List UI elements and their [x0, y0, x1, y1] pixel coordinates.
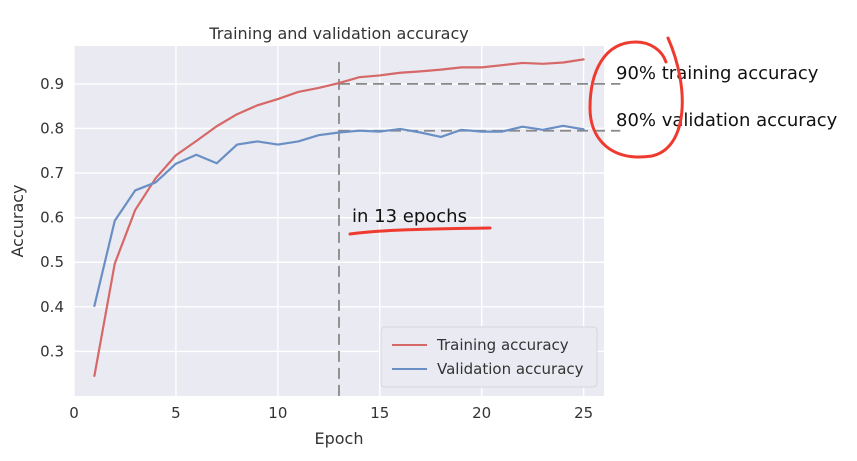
y-tick-label: 0.8: [40, 119, 64, 137]
validation-accuracy-line: [93, 124, 585, 308]
y-tick-label: 0.9: [40, 75, 64, 93]
y-tick-label: 0.5: [40, 253, 64, 271]
y-axis-label: Accuracy: [8, 184, 27, 257]
annotation-training-accuracy: 90% training accuracy: [616, 63, 819, 84]
y-tick-label: 0.4: [40, 298, 64, 316]
annotation-epochs: in 13 epochs: [352, 206, 467, 227]
x-tick-label: 25: [574, 404, 593, 422]
x-axis-label: Epoch: [315, 429, 364, 448]
legend-label-validation: Validation accuracy: [437, 360, 584, 378]
legend-box: [380, 326, 598, 388]
y-tick-label: 0.7: [40, 164, 64, 182]
annotation-circle: [588, 36, 684, 159]
x-tick-label: 0: [69, 404, 79, 422]
x-tick-label: 10: [268, 404, 287, 422]
y-tick-label: 0.6: [40, 209, 64, 227]
training-accuracy-line: [93, 58, 585, 378]
handwritten-annotations: 90% training accuracy 80% validation acc…: [348, 36, 838, 236]
chart-title: Training and validation accuracy: [208, 24, 468, 43]
annotation-validation-accuracy: 80% validation accuracy: [616, 110, 838, 131]
legend-label-training: Training accuracy: [436, 336, 569, 354]
y-tick-label: 0.3: [40, 342, 64, 360]
series-lines: [93, 58, 585, 378]
x-tick-label: 20: [472, 404, 491, 422]
x-tick-label: 15: [370, 404, 389, 422]
annotation-underline: [348, 226, 492, 236]
tick-labels: 0 5 10 15 20 25 0.3 0.4 0.5 0.6 0.7 0.8 0.9: [40, 75, 593, 422]
legend: Training accuracy Validation accuracy: [380, 326, 598, 388]
x-tick-label: 5: [171, 404, 181, 422]
